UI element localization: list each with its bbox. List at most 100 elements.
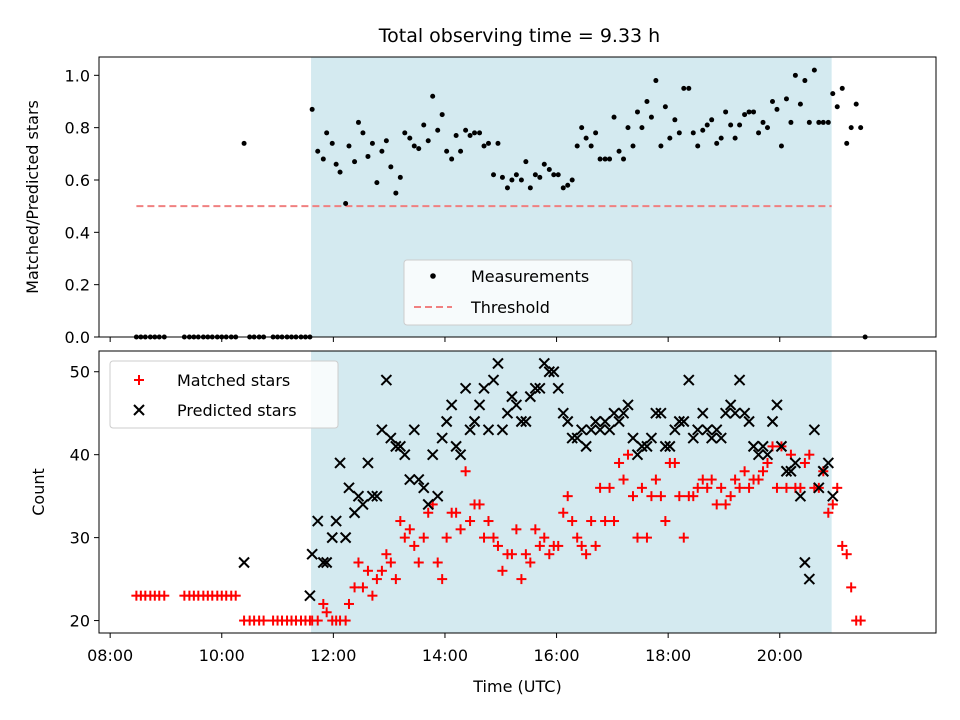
matched-star-point bbox=[376, 565, 387, 576]
predicted-star-point bbox=[552, 382, 564, 395]
measurement-point bbox=[630, 143, 636, 149]
predicted-star-point bbox=[543, 366, 556, 378]
matched-star-point bbox=[413, 557, 424, 568]
x-stroke-b bbox=[641, 440, 653, 453]
measurement-point bbox=[802, 78, 808, 84]
x-stroke-b bbox=[317, 556, 330, 569]
matched-star-point bbox=[590, 540, 601, 551]
predicted-star-point bbox=[673, 415, 686, 428]
x-stroke-b bbox=[408, 424, 420, 436]
matched-star-point bbox=[321, 607, 332, 618]
predicted-star-point bbox=[687, 432, 699, 444]
x-stroke-b bbox=[445, 399, 458, 411]
measurement-point bbox=[732, 135, 738, 141]
predicted-star-point bbox=[390, 440, 402, 453]
matched-star-point bbox=[404, 524, 415, 535]
x-stroke-b bbox=[238, 556, 250, 569]
predicted-star-point bbox=[729, 407, 741, 419]
matched-stars-series bbox=[131, 441, 866, 626]
x-stroke-b bbox=[312, 515, 324, 527]
matched-star-point bbox=[758, 466, 769, 477]
ratio-y-axis-label: Matched/Predicted stars bbox=[23, 100, 42, 294]
x-stroke-b bbox=[775, 440, 788, 453]
measurement-point bbox=[485, 140, 491, 146]
predicted-star-point bbox=[366, 490, 379, 502]
x-stroke-b bbox=[766, 415, 779, 428]
measurement-point bbox=[355, 119, 361, 125]
measurement-point bbox=[653, 78, 659, 84]
predicted-star-point bbox=[501, 407, 514, 419]
predicted-star-point bbox=[320, 556, 333, 569]
matched-star-point bbox=[423, 507, 434, 518]
measurement-point bbox=[435, 127, 441, 133]
matched-star-point bbox=[702, 482, 713, 493]
matched-star-point bbox=[576, 540, 587, 551]
predicted-star-point bbox=[780, 465, 793, 477]
x-stroke-b bbox=[362, 457, 374, 469]
predicted-star-point bbox=[622, 399, 634, 411]
predicted-star-point bbox=[376, 424, 388, 436]
measurement-point bbox=[388, 164, 394, 170]
predicted-star-point bbox=[659, 440, 672, 453]
x-tick-label: 20:00 bbox=[757, 646, 803, 665]
predicted-star-point bbox=[422, 498, 434, 511]
x-stroke-b bbox=[636, 440, 648, 453]
matched-star-point bbox=[340, 615, 351, 626]
measurement-point bbox=[704, 122, 710, 128]
measurement-point bbox=[676, 130, 682, 136]
x-stroke-b bbox=[562, 415, 574, 428]
measurement-point bbox=[463, 127, 469, 133]
matched-star-point bbox=[558, 507, 569, 518]
matched-star-point bbox=[432, 557, 443, 568]
observing-window-bottom bbox=[311, 351, 832, 633]
matched-star-point bbox=[362, 565, 373, 576]
x-stroke-b bbox=[627, 432, 639, 444]
predicted-star-point bbox=[538, 357, 550, 370]
x-stroke-b bbox=[529, 382, 542, 395]
matched-star-point bbox=[343, 598, 354, 609]
measurement-point bbox=[616, 148, 622, 154]
x-stroke-b bbox=[482, 424, 495, 436]
measurement-point bbox=[848, 125, 854, 131]
measurement-point bbox=[811, 67, 817, 73]
measurement-point bbox=[402, 130, 408, 136]
x-stroke-b bbox=[650, 407, 662, 419]
matched-star-point bbox=[669, 457, 680, 468]
predicted-star-point bbox=[715, 432, 727, 444]
x-stroke-b bbox=[645, 432, 658, 444]
measurements-series bbox=[133, 67, 868, 340]
matched-star-point bbox=[697, 474, 708, 485]
measurement-point bbox=[509, 177, 515, 183]
measurement-point bbox=[672, 117, 678, 123]
measurement-point bbox=[797, 101, 803, 107]
predicted-star-point bbox=[330, 515, 342, 527]
matched-star-point bbox=[600, 516, 611, 527]
matched-star-point bbox=[390, 574, 401, 585]
matched-star-point bbox=[692, 482, 703, 493]
x-stroke-b bbox=[487, 374, 500, 386]
matched-star-point bbox=[395, 516, 406, 527]
predicted-star-point bbox=[468, 415, 481, 428]
x-stroke-b bbox=[390, 440, 402, 453]
matched-star-point bbox=[837, 540, 848, 551]
predicted-star-point bbox=[608, 407, 620, 419]
predicted-star-point bbox=[775, 440, 788, 453]
predicted-star-point bbox=[627, 432, 639, 444]
measurement-point bbox=[449, 156, 455, 162]
measurement-point bbox=[374, 180, 380, 186]
legend-marker-matched bbox=[134, 375, 144, 385]
measurement-point bbox=[770, 98, 776, 104]
predicted-star-point bbox=[515, 415, 528, 428]
predicted-star-point bbox=[641, 440, 653, 453]
matched-star-point bbox=[730, 474, 741, 485]
measurement-point bbox=[337, 169, 343, 175]
matched-star-point bbox=[474, 499, 485, 510]
matched-star-point bbox=[632, 532, 643, 543]
x-stroke-b bbox=[385, 432, 397, 444]
matched-star-point bbox=[636, 482, 647, 493]
measurement-point bbox=[518, 177, 524, 183]
x-stroke-b bbox=[376, 424, 388, 436]
measurement-point bbox=[751, 109, 757, 115]
matched-star-point bbox=[530, 524, 541, 535]
x-stroke-b bbox=[799, 556, 811, 569]
